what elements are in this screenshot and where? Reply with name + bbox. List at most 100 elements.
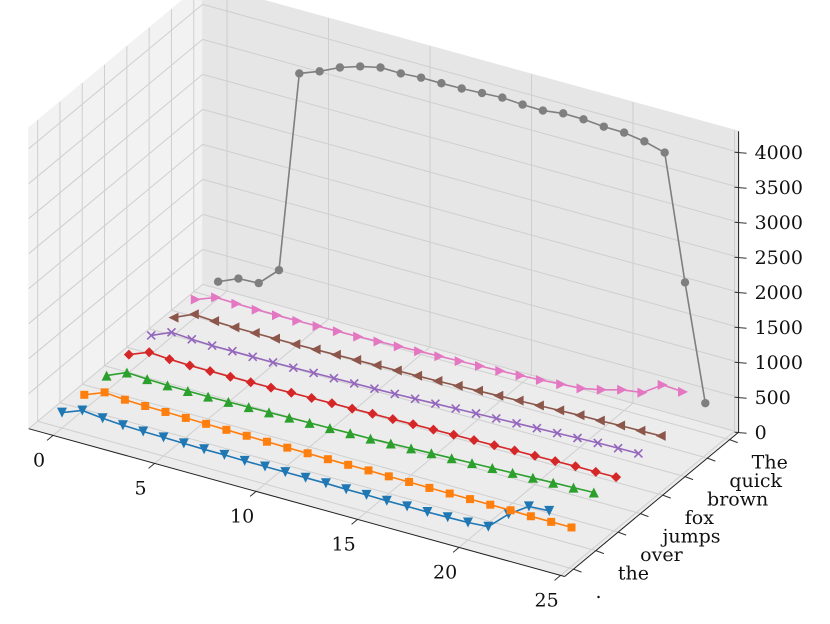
marker xyxy=(660,148,669,157)
marker xyxy=(288,363,298,373)
marker xyxy=(166,327,177,337)
marker xyxy=(633,448,643,458)
z-tick xyxy=(734,326,747,329)
marker xyxy=(295,69,304,78)
y-tick-label: quick xyxy=(729,470,782,492)
grid-line xyxy=(28,248,203,395)
marker xyxy=(213,277,223,286)
marker xyxy=(611,472,622,483)
marker xyxy=(567,523,576,532)
marker xyxy=(242,431,251,440)
marker xyxy=(324,423,335,434)
marker xyxy=(222,425,231,434)
z-tick-label: 1000 xyxy=(755,352,803,374)
marker xyxy=(304,417,315,428)
marker xyxy=(406,443,417,454)
marker xyxy=(329,373,339,383)
marker xyxy=(312,321,323,332)
marker xyxy=(466,495,474,504)
marker xyxy=(408,419,419,430)
marker xyxy=(387,414,398,425)
marker xyxy=(361,489,372,500)
marker xyxy=(162,380,173,391)
marker xyxy=(454,356,465,367)
marker xyxy=(205,366,216,377)
z-tick xyxy=(734,291,747,294)
marker xyxy=(640,137,649,146)
marker xyxy=(326,398,337,409)
marker xyxy=(538,106,548,115)
marker xyxy=(203,391,214,402)
marker xyxy=(483,521,494,532)
marker xyxy=(467,458,477,469)
marker xyxy=(559,109,568,118)
marker xyxy=(292,315,303,326)
marker xyxy=(617,384,628,395)
marker xyxy=(272,310,282,321)
marker xyxy=(101,370,112,381)
marker xyxy=(594,415,605,426)
marker xyxy=(590,466,601,477)
marker xyxy=(211,292,222,303)
y-tick xyxy=(595,550,605,555)
marker xyxy=(680,278,690,287)
marker xyxy=(568,482,579,493)
grid-line xyxy=(202,38,739,188)
marker xyxy=(123,349,134,360)
x-tick xyxy=(452,547,460,553)
marker xyxy=(548,477,559,488)
marker xyxy=(268,357,278,367)
marker xyxy=(635,425,646,436)
marker xyxy=(351,355,362,365)
marker xyxy=(310,344,321,355)
marker xyxy=(229,322,240,333)
grid-line xyxy=(28,73,203,220)
marker xyxy=(286,387,297,398)
marker xyxy=(507,467,518,478)
marker xyxy=(315,67,324,76)
marker xyxy=(138,426,149,437)
marker xyxy=(367,408,378,419)
marker xyxy=(97,413,108,424)
marker xyxy=(260,461,270,472)
marker xyxy=(425,483,434,492)
z-tick xyxy=(734,431,747,434)
z-tick-label: 0 xyxy=(755,422,767,444)
marker xyxy=(593,438,603,448)
marker xyxy=(529,450,540,461)
y-tick-label: the xyxy=(618,563,649,585)
marker xyxy=(365,433,376,444)
marker xyxy=(225,371,236,382)
marker xyxy=(187,334,197,344)
marker xyxy=(489,440,500,451)
marker xyxy=(416,73,426,82)
marker xyxy=(373,336,384,347)
marker xyxy=(579,115,588,124)
marker xyxy=(570,461,581,472)
z-tick-label: 2000 xyxy=(755,282,803,304)
marker xyxy=(345,428,356,439)
marker xyxy=(364,466,373,475)
grid-line xyxy=(202,283,739,433)
marker xyxy=(144,347,155,358)
marker xyxy=(613,443,623,453)
marker xyxy=(283,443,292,452)
marker xyxy=(446,453,457,464)
marker xyxy=(473,385,483,396)
marker xyxy=(596,384,607,395)
marker xyxy=(100,388,109,397)
marker xyxy=(280,467,291,478)
y-tick-label: over xyxy=(640,544,683,566)
marker xyxy=(402,501,413,512)
marker xyxy=(239,455,250,466)
marker xyxy=(306,393,317,403)
marker xyxy=(469,435,479,446)
y-tick-label: jumps xyxy=(660,526,720,548)
marker xyxy=(181,413,190,422)
x-tick xyxy=(46,435,54,441)
grid-line xyxy=(202,108,739,258)
z-tick-label: 3500 xyxy=(755,177,803,199)
marker xyxy=(518,100,527,109)
marker xyxy=(209,316,220,327)
marker xyxy=(320,478,331,489)
